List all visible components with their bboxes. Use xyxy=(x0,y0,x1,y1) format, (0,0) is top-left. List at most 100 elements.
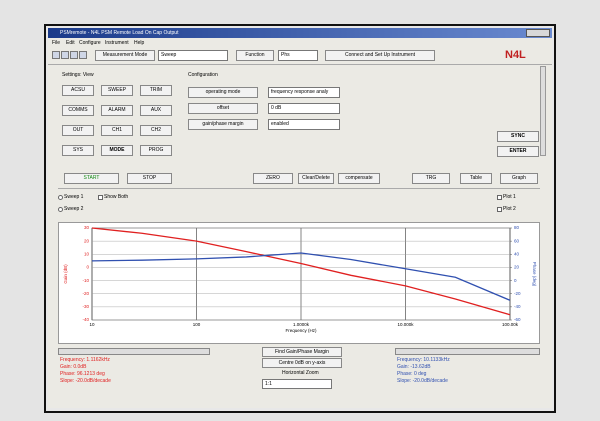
config-value[interactable]: frequency response analy xyxy=(268,87,340,98)
settings-button[interactable]: SWEEP xyxy=(101,85,133,96)
y-tick-label: 20 xyxy=(84,238,90,243)
menu-item[interactable]: Configure xyxy=(79,40,101,46)
y2-tick-label: 20 xyxy=(514,265,520,270)
settings-label: Settings: View xyxy=(62,72,94,78)
scrollbar[interactable] xyxy=(540,66,546,156)
option-label: Plot 1 xyxy=(503,194,516,200)
y-axis-label: Gain (dB) xyxy=(63,264,68,284)
y-tick-label: 10 xyxy=(84,251,90,256)
settings-button[interactable]: ACSU xyxy=(62,85,94,96)
y2-tick-label: 40 xyxy=(514,251,520,256)
toolbar-icon[interactable] xyxy=(70,51,78,59)
settings-button[interactable]: MODE xyxy=(101,145,133,156)
settings-button[interactable]: TRIM xyxy=(140,85,172,96)
control-button[interactable]: ZERO xyxy=(253,173,293,184)
cursor-readout: Frequency: 1.1162kHz xyxy=(60,357,110,363)
control-button[interactable]: START xyxy=(64,173,119,184)
x-axis-label: Frequency (Hz) xyxy=(285,328,317,333)
side-button[interactable]: ENTER xyxy=(497,146,539,157)
connect-button[interactable]: Connect and Set Up Instrument xyxy=(325,50,435,61)
settings-button[interactable]: CH2 xyxy=(140,125,172,136)
logo: N4L xyxy=(505,49,526,61)
menu-item[interactable]: Help xyxy=(134,40,145,46)
toolbar-icon[interactable] xyxy=(61,51,69,59)
y-tick-label: -20 xyxy=(82,291,89,296)
settings-button[interactable]: PROG xyxy=(140,145,172,156)
scrollbar[interactable] xyxy=(395,348,540,355)
cursor-readout: Gain: 0.0dB xyxy=(60,364,87,370)
config-value[interactable]: 0 dB xyxy=(268,103,340,114)
y2-tick-label: 0 xyxy=(514,278,517,283)
y-tick-label: -40 xyxy=(82,317,89,322)
option-label: Sweep 1 xyxy=(64,194,84,200)
settings-button[interactable]: ALARM xyxy=(101,105,133,116)
option-label: Show Both xyxy=(104,194,129,200)
title-bar: PSMremote - N4L PSM Remote Load On Cap O… xyxy=(48,28,552,38)
toolbar-icon[interactable] xyxy=(52,51,60,59)
option-box[interactable] xyxy=(58,195,63,200)
config-button[interactable]: gain/phase margin xyxy=(188,119,258,130)
y-tick-label: -30 xyxy=(82,304,89,309)
y2-tick-label: -60 xyxy=(514,317,521,322)
window-controls[interactable] xyxy=(526,29,550,37)
series-line xyxy=(91,252,511,301)
centre-button[interactable]: Centre 0dB on y-axis xyxy=(262,358,342,368)
cursor-readout: Slope: -20.0dB/decade xyxy=(60,378,111,384)
function-button[interactable]: Function xyxy=(236,50,274,61)
option-label: Sweep 2 xyxy=(64,206,84,212)
settings-button[interactable]: CH1 xyxy=(101,125,133,136)
find-margin-button[interactable]: Find Gain/Phase Margin xyxy=(262,347,342,357)
zoom-select[interactable]: 1:1 xyxy=(262,379,332,389)
control-button[interactable]: Table xyxy=(460,173,492,184)
control-button[interactable]: Clear/Delete xyxy=(298,173,334,184)
x-tick-label: 100 xyxy=(193,322,201,327)
mode-select[interactable]: Sweep xyxy=(158,50,228,61)
option-box[interactable] xyxy=(497,195,502,200)
y2-tick-label: 60 xyxy=(514,238,520,243)
mode-button[interactable]: Measurement Mode xyxy=(95,50,155,61)
option-box[interactable] xyxy=(497,207,502,212)
configuration-label: Configuration xyxy=(188,72,218,78)
control-button[interactable]: TRG xyxy=(412,173,450,184)
config-button[interactable]: operating mode xyxy=(188,87,258,98)
menu-item[interactable]: Instrument xyxy=(105,40,129,46)
x-tick-label: 10.000k xyxy=(397,322,414,327)
y2-tick-label: -40 xyxy=(514,304,521,309)
y-tick-label: 0 xyxy=(86,265,89,270)
y2-tick-label: 80 xyxy=(514,225,520,230)
config-value[interactable]: enabled xyxy=(268,119,340,130)
control-button[interactable]: compensate xyxy=(338,173,380,184)
zoom-label: Horizontal Zoom xyxy=(282,370,319,376)
side-button[interactable]: SYNC xyxy=(497,131,539,142)
control-button[interactable]: Graph xyxy=(500,173,538,184)
config-button[interactable]: offset xyxy=(188,103,258,114)
settings-button[interactable]: OUT xyxy=(62,125,94,136)
cursor-readout: Gain: -13.62dB xyxy=(397,364,431,370)
cursor-readout: Slope: -20.0dB/decade xyxy=(397,378,448,384)
menu-item[interactable]: Edit xyxy=(66,40,75,46)
x-tick-label: 10 xyxy=(89,322,95,327)
settings-button[interactable]: AUX xyxy=(140,105,172,116)
control-button[interactable]: STOP xyxy=(127,173,172,184)
function-select[interactable]: Phs xyxy=(278,50,318,61)
y-tick-label: -10 xyxy=(82,278,89,283)
cursor-readout: Phase: 0 deg xyxy=(397,371,427,377)
cursor-readout: Phase: 96.1213 deg xyxy=(60,371,105,377)
y2-axis-label: Phase (deg) xyxy=(532,262,537,287)
settings-button[interactable]: COMMS xyxy=(62,105,94,116)
y-tick-label: 30 xyxy=(84,225,90,230)
divider xyxy=(58,188,540,189)
option-box[interactable] xyxy=(58,207,63,212)
x-tick-label: 100.00k xyxy=(502,322,519,327)
scrollbar[interactable] xyxy=(58,348,210,355)
y2-tick-label: -20 xyxy=(514,291,521,296)
toolbar-icon[interactable] xyxy=(79,51,87,59)
menu-item[interactable]: File xyxy=(52,40,61,46)
toolbar-divider xyxy=(48,64,552,65)
option-label: Plot 2 xyxy=(503,206,516,212)
settings-button[interactable]: SYS xyxy=(62,145,94,156)
option-box[interactable] xyxy=(98,195,103,200)
x-tick-label: 1.0000k xyxy=(293,322,310,327)
series-line xyxy=(91,227,511,316)
